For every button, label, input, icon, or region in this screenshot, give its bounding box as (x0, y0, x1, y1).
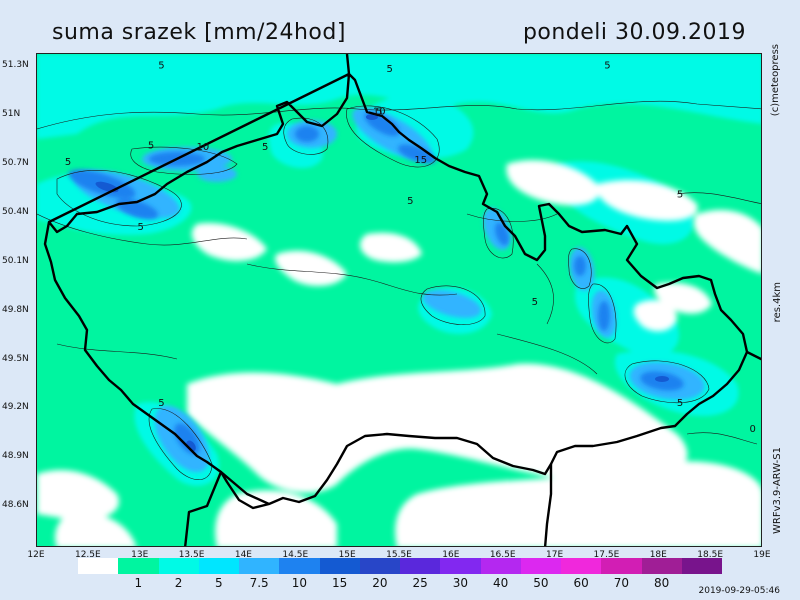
legend-value-label: 30 (452, 576, 469, 590)
legend-value-label: 7.5 (249, 576, 269, 590)
lat-tick-label: 50.1N (2, 255, 29, 266)
lon-tick-label: 16.5E (489, 550, 516, 560)
precip-band-20to25 (95, 114, 669, 452)
precipitation-map: 5 5 5 5 10 5 10 5 5 15 5 5 5 5 5 5 0 (36, 53, 762, 547)
legend-value-label: 70 (613, 576, 630, 590)
contour-value-label: 5 (407, 196, 413, 207)
lon-tick-label: 19E (753, 550, 771, 560)
lat-tick-label: 51.3N (2, 60, 29, 71)
lon-tick-label: 14E (234, 550, 252, 560)
color-legend (78, 558, 722, 574)
contour-value-label: 5 (604, 61, 610, 72)
legend-value-label: 50 (533, 576, 549, 590)
legend-value-label: 40 (492, 576, 509, 590)
legend-value-label: 60 (573, 576, 589, 590)
lon-tick-label: 15E (338, 550, 356, 560)
resolution-label: res.4km (772, 282, 783, 323)
legend-swatch (158, 558, 199, 574)
lon-tick-label: 13.5E (178, 550, 205, 560)
legend-swatch (239, 558, 280, 574)
contour-value-label: 10 (197, 142, 210, 153)
lon-tick-label: 17.5E (593, 550, 620, 560)
contour-value-label: 5 (158, 398, 164, 409)
lon-tick-label: 15.5E (386, 550, 412, 560)
contour-value-label: 5 (148, 141, 154, 152)
legend-value-label: 1 (134, 576, 143, 590)
legend-value-label: 80 (653, 576, 670, 590)
lon-tick-label: 17E (545, 550, 564, 560)
lon-tick-label: 14.5E (282, 550, 309, 560)
legend-value-label: 25 (412, 576, 428, 590)
contour-value-label: 5 (376, 106, 382, 117)
legend-value-label: 5 (215, 576, 223, 590)
lat-tick-label: 48.6N (2, 500, 29, 511)
legend-swatch (400, 558, 441, 574)
lat-tick-label: 50.7N (2, 157, 29, 168)
contour-value-label: 10 (373, 106, 386, 117)
contour-value-label: 5 (532, 297, 538, 308)
copyright-label: (c)meteopress (770, 44, 781, 117)
contour-value-label: 0 (749, 424, 755, 435)
lat-tick-label: 49.5N (2, 353, 29, 364)
legend-swatch (480, 558, 521, 574)
contour-value-label: 5 (158, 61, 164, 72)
lat-tick-label: 51N (2, 108, 21, 119)
contour-value-label: 5 (677, 398, 683, 409)
legend-value-label: 10 (291, 576, 308, 590)
map-title: suma srazek [mm/24hod] (52, 20, 346, 45)
lon-tick-label: 18E (649, 550, 667, 560)
forecast-date: pondeli 30.09.2019 (522, 20, 746, 45)
legend-swatch (520, 558, 561, 574)
legend-swatch (681, 558, 722, 574)
legend-value-label: 20 (372, 576, 388, 590)
legend-swatch (561, 558, 602, 574)
legend-swatch (641, 558, 682, 574)
lon-tick-label: 12.5E (74, 550, 101, 560)
legend-swatch (118, 558, 159, 574)
model-label: WRFv3.9-ARW-S1 (772, 447, 783, 534)
legend-value-label: 15 (331, 576, 348, 590)
lat-tick-label: 49.2N (2, 402, 29, 413)
legend-swatch (359, 558, 400, 574)
dry-areas (37, 160, 761, 546)
legend-swatch (319, 558, 360, 574)
legend-swatch (601, 558, 642, 574)
contour-value-label: 5 (386, 64, 392, 75)
legend-value-label: 2 (174, 576, 183, 590)
run-timestamp: 2019-09-29-05:46 (698, 586, 781, 596)
contour-value-label: 5 (262, 142, 268, 153)
lon-tick-label: 12E (27, 550, 45, 560)
legend-swatch (440, 558, 481, 574)
contour-value-label: 5 (138, 222, 144, 233)
contour-value-label: 5 (65, 157, 71, 168)
contour-value-label: 15 (414, 155, 427, 166)
legend-swatch (198, 558, 239, 574)
lon-tick-label: 16E (442, 550, 460, 560)
legend-swatch (78, 558, 119, 574)
neighbour-borders (184, 350, 761, 546)
country-border (43, 54, 749, 510)
lat-tick-label: 48.9N (2, 451, 29, 462)
lon-tick-label: 13E (131, 550, 149, 560)
contour-value-label: 5 (677, 189, 683, 200)
lon-tick-label: 18.5E (697, 550, 724, 560)
legend-swatch (279, 558, 320, 574)
lat-tick-label: 50.4N (2, 206, 29, 217)
lat-tick-label: 49.8N (2, 304, 29, 315)
